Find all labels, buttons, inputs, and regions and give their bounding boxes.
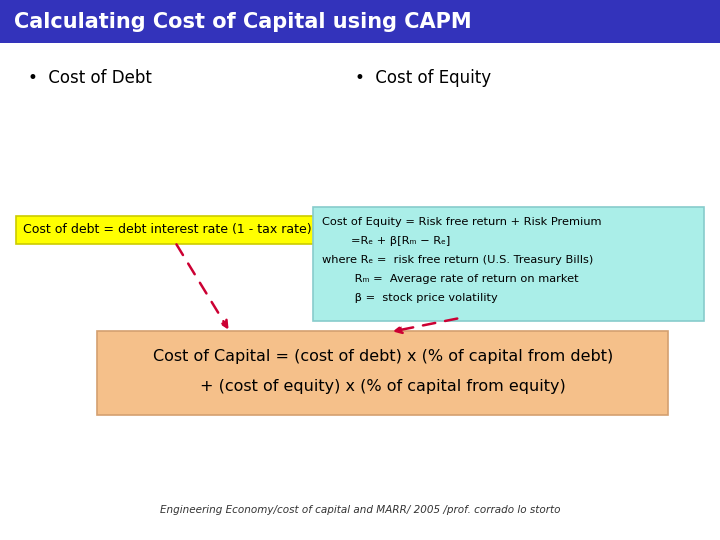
FancyBboxPatch shape xyxy=(16,216,315,244)
Text: Engineering Economy/cost of capital and MARR/ 2005 /prof. corrado lo storto: Engineering Economy/cost of capital and … xyxy=(160,505,560,515)
FancyBboxPatch shape xyxy=(313,207,704,321)
Text: where Rₑ =  risk free return (U.S. Treasury Bills): where Rₑ = risk free return (U.S. Treasu… xyxy=(322,255,593,265)
Text: + (cost of equity) x (% of capital from equity): + (cost of equity) x (% of capital from … xyxy=(200,380,566,395)
Text: Rₘ =  Average rate of return on market: Rₘ = Average rate of return on market xyxy=(322,274,579,284)
Text: =Rₑ + β[Rₘ − Rₑ]: =Rₑ + β[Rₘ − Rₑ] xyxy=(322,236,450,246)
Text: Cost of Capital = (cost of debt) x (% of capital from debt): Cost of Capital = (cost of debt) x (% of… xyxy=(153,349,613,364)
Text: •  Cost of Debt: • Cost of Debt xyxy=(28,69,152,87)
Text: Cost of Equity = Risk free return + Risk Premium: Cost of Equity = Risk free return + Risk… xyxy=(322,217,601,227)
FancyBboxPatch shape xyxy=(0,0,720,43)
FancyBboxPatch shape xyxy=(97,331,668,415)
Text: Calculating Cost of Capital using CAPM: Calculating Cost of Capital using CAPM xyxy=(14,12,472,32)
Text: •  Cost of Equity: • Cost of Equity xyxy=(355,69,491,87)
Text: β =  stock price volatility: β = stock price volatility xyxy=(322,293,498,303)
Text: Cost of debt = debt interest rate (1 - tax rate): Cost of debt = debt interest rate (1 - t… xyxy=(23,224,312,237)
